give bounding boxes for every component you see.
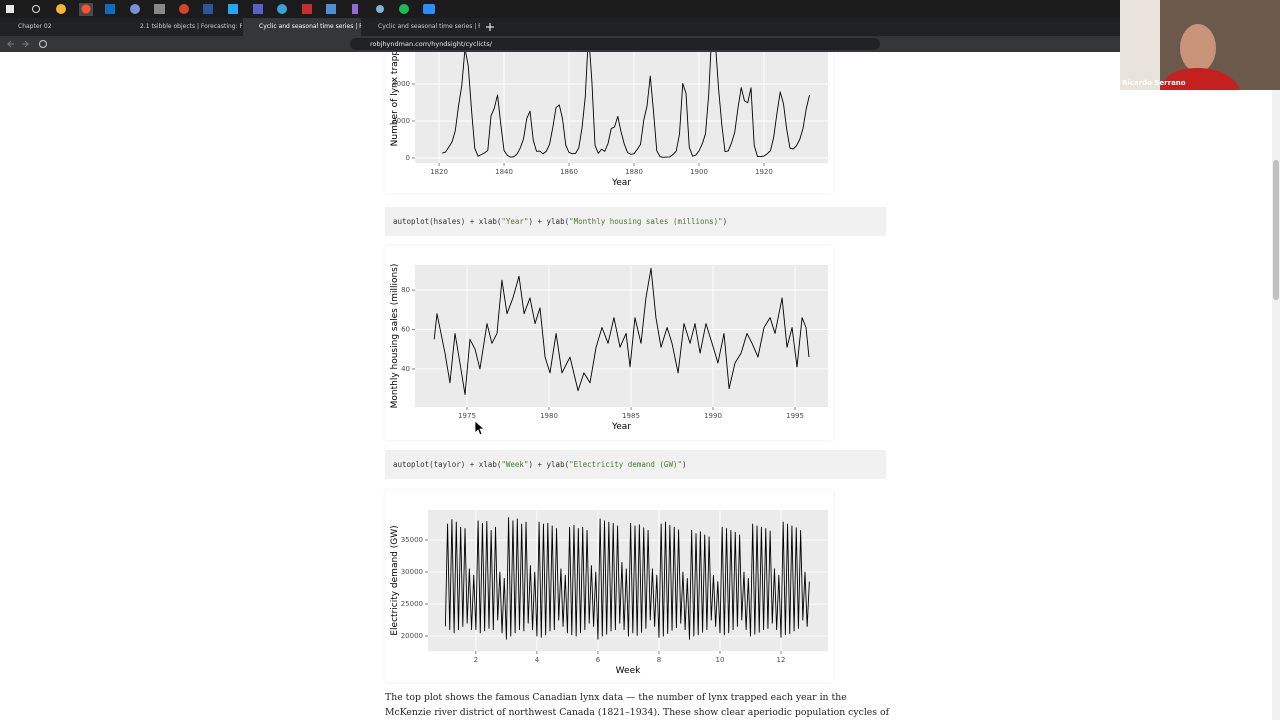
x-tick-label: 1920 — [755, 168, 773, 176]
taskbar-icons — [6, 3, 435, 16]
chart: 40 60 80 1975 1980 1985 1990 1995 Year Monthly ho… — [390, 264, 828, 432]
web-page: autoplot(hsales) + xlab("Year") + ylab("… — [0, 52, 1272, 720]
y-tick-label: 4000 — [392, 80, 410, 88]
reload-button[interactable] — [39, 40, 47, 48]
forward-button[interactable] — [22, 40, 30, 48]
x-axis-title: Year — [611, 422, 631, 432]
app-icon[interactable] — [352, 4, 358, 14]
webcam-video — [1120, 0, 1280, 90]
app-icon[interactable] — [326, 4, 336, 14]
y-tick-label: 2000 — [392, 117, 410, 125]
code: ) — [722, 217, 728, 226]
y-tick-label: 35000 — [401, 536, 423, 544]
nav-buttons — [6, 40, 47, 48]
y-tick-label: 60 — [401, 325, 410, 333]
x-tick-label: 1975 — [458, 412, 476, 420]
plot-background — [415, 265, 828, 407]
app-icon[interactable] — [179, 4, 189, 14]
participant-name: Ricardo Serrano — [1122, 79, 1186, 87]
x-tick-label: 1990 — [704, 412, 722, 420]
x-tick-label: 8 — [657, 656, 661, 664]
app-icon[interactable] — [302, 4, 312, 14]
app-icon[interactable] — [203, 4, 213, 14]
app-icon[interactable] — [154, 4, 165, 14]
x-axis-title: Year — [611, 178, 631, 188]
data-line — [433, 267, 810, 396]
back-button[interactable] — [6, 40, 14, 48]
code-string: "Monthly housing sales (millions)" — [569, 217, 723, 226]
y-axis-title: Monthly housing sales (millions) — [390, 264, 400, 409]
y-tick-label: 20000 — [401, 632, 423, 640]
x-tick-label: 4 — [535, 656, 540, 664]
app-icon[interactable] — [56, 4, 66, 14]
x-tick-label: 1840 — [495, 168, 513, 176]
brave-icon[interactable] — [81, 4, 91, 14]
y-tick-label: 30000 — [401, 568, 423, 576]
x-tick-label: 1820 — [430, 168, 448, 176]
y-axis-title: Number of lynx trapped — [390, 52, 400, 146]
code-string: "Electricity demand (GW)" — [569, 460, 682, 469]
x-tick-label: 1880 — [625, 168, 643, 176]
mouse-cursor — [474, 420, 486, 436]
code-block: autoplot(hsales) + xlab("Year") + ylab("… — [385, 207, 886, 236]
y-tick-label: 25000 — [401, 600, 423, 608]
start-icon[interactable] — [6, 5, 14, 13]
x-tick-label: 12 — [777, 656, 786, 664]
taskbar — [0, 0, 1120, 18]
code: ) + ylab( — [528, 217, 570, 226]
new-tab-button[interactable] — [484, 22, 496, 32]
code: ) — [682, 460, 687, 469]
scrollbar-thumb[interactable] — [1273, 160, 1279, 300]
chart: 20000 25000 30000 35000 2 4 6 8 10 12 Week Electric… — [390, 510, 828, 676]
spotify-icon[interactable] — [399, 4, 409, 14]
app-icon[interactable] — [376, 5, 384, 13]
x-tick-label: 1980 — [540, 412, 558, 420]
webcam-overlay: Ricardo Serrano — [1120, 0, 1280, 90]
tab[interactable]: 2.1 tsibble objects | Forecasting: Princ — [140, 23, 242, 30]
code: ) + ylab( — [528, 460, 570, 469]
x-tick-label: 1900 — [690, 168, 708, 176]
scrollbar[interactable] — [1272, 90, 1280, 720]
x-tick-label: 1985 — [622, 412, 640, 420]
app-icon[interactable] — [105, 4, 115, 14]
tab[interactable]: Chapter 02 — [18, 23, 52, 30]
code: autoplot(taylor) + xlab( — [393, 460, 502, 469]
data-line — [444, 517, 810, 640]
code: autoplot(hsales) + xlab( — [393, 217, 502, 226]
y-tick-label: 40 — [401, 365, 410, 373]
x-tick-label: 10 — [716, 656, 725, 664]
app-icon[interactable] — [228, 4, 238, 14]
code-string: "Year" — [501, 217, 529, 226]
search-icon[interactable] — [32, 5, 40, 13]
y-tick-label: 80 — [401, 286, 410, 294]
x-tick-label: 6 — [596, 656, 601, 664]
x-tick-label: 2 — [474, 656, 478, 664]
chart: 0200040006000182018401860188019001920Yea… — [390, 52, 828, 188]
url-field[interactable]: robjhyndman.com/hyndsight/cyclicts/ — [350, 38, 880, 50]
y-axis-title: Electricity demand (GW) — [390, 525, 400, 635]
data-line — [442, 52, 810, 158]
app-icon[interactable] — [277, 4, 287, 14]
paragraph: The top plot shows the famous Canadian l… — [385, 692, 890, 718]
plot-background — [415, 52, 828, 163]
tab[interactable]: Cyclic and seasonal time series | Rob — [378, 23, 480, 30]
y-tick-label: 0 — [406, 154, 410, 162]
tab-active[interactable]: Cyclic and seasonal time series | R — [243, 18, 361, 36]
code-block: autoplot(taylor) + xlab("Week") + ylab("… — [385, 450, 886, 479]
code-string: "Week" — [501, 460, 529, 469]
x-tick-label: 1995 — [786, 412, 804, 420]
app-icon[interactable] — [130, 4, 140, 14]
x-tick-label: 1860 — [560, 168, 578, 176]
app-icon[interactable] — [253, 4, 263, 14]
zoom-icon[interactable] — [423, 4, 435, 14]
tab-bar: Chapter 02 2.1 tsibble objects | Forecas… — [0, 18, 1120, 36]
x-axis-title: Week — [616, 666, 641, 676]
